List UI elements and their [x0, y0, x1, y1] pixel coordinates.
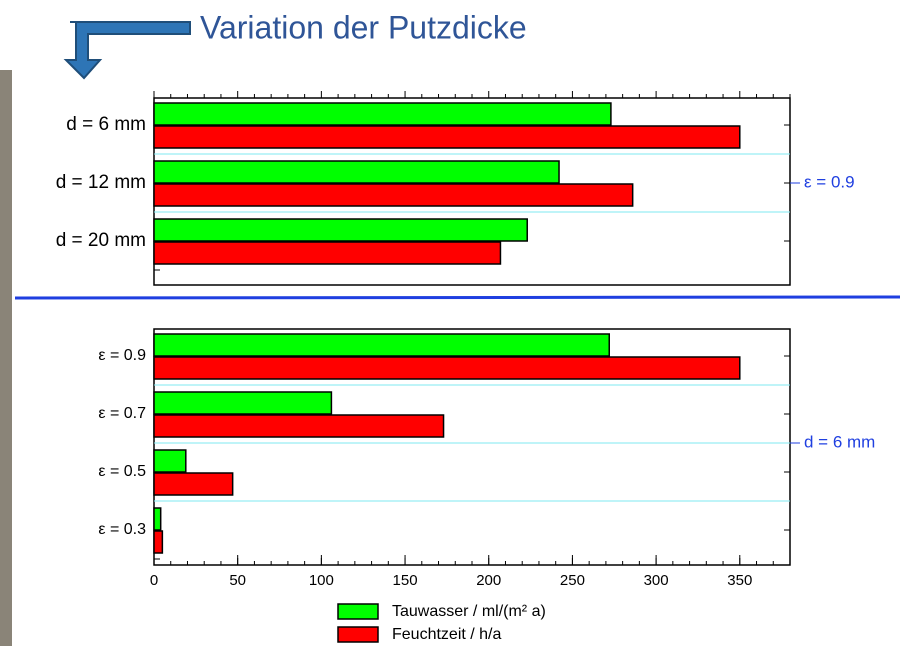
bar: [154, 450, 186, 472]
bar: [154, 508, 161, 530]
category-label: d = 20 mm: [56, 230, 146, 251]
bar: [154, 184, 633, 206]
bar: [154, 357, 740, 379]
bar: [154, 531, 162, 553]
x-tick-label: 300: [644, 572, 669, 589]
legend-swatch: [338, 627, 378, 642]
panel-annotation: ε = 0.9: [804, 172, 855, 191]
category-label: ε = 0.9: [98, 347, 146, 364]
arrow-icon: [66, 22, 190, 78]
x-tick-label: 350: [727, 572, 752, 589]
x-tick-label: 200: [476, 572, 501, 589]
legend-swatch: [338, 604, 378, 619]
x-tick-label: 150: [393, 572, 418, 589]
category-label: ε = 0.7: [98, 405, 146, 422]
slide-title: Variation der Putzdicke: [200, 9, 527, 45]
category-label: d = 6 mm: [66, 114, 146, 135]
bar: [154, 161, 559, 183]
category-label: ε = 0.3: [98, 521, 146, 538]
bar: [154, 415, 444, 437]
slide: Variation der Putzdicke d = 6 mm d = 12 m…: [0, 0, 900, 646]
x-tick-label: 50: [229, 572, 246, 589]
category-label: ε = 0.5: [98, 463, 146, 480]
x-tick-label: 0: [150, 572, 158, 589]
bar: [154, 126, 740, 148]
bar: [154, 334, 609, 356]
photo-strip: [0, 70, 12, 646]
category-label: d = 12 mm: [56, 172, 146, 193]
x-tick-label: 100: [309, 572, 334, 589]
legend-label: Feuchtzeit / h/a: [392, 626, 501, 643]
x-tick-label: 250: [560, 572, 585, 589]
bar: [154, 392, 331, 414]
separator: [15, 297, 900, 298]
bar: [154, 103, 611, 125]
bar: [154, 473, 233, 495]
legend-label: Tauwasser / ml/(m² a): [392, 603, 546, 620]
bar: [154, 242, 500, 264]
bar: [154, 219, 527, 241]
panel-annotation: d = 6 mm: [804, 432, 875, 451]
